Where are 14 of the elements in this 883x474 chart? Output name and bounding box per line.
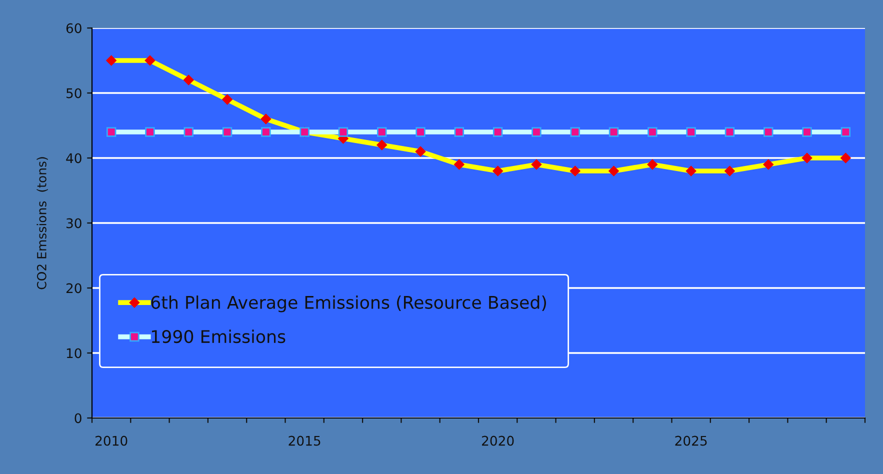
x-tick-label: 2025 [675,436,707,446]
y-tick-label: 0 [74,413,82,424]
legend-label: 6th Plan Average Emissions (Resource Based) [151,296,546,312]
y-tick-label: 30 [66,218,82,228]
y-axis-title: CO2 Emssions (tons) [36,157,48,290]
x-tick-label: 2015 [288,436,320,446]
x-tick-label: 2010 [96,436,128,446]
y-tick-label: 20 [66,283,82,294]
y-tick-label: 10 [66,348,82,358]
y-tick-label: 40 [66,153,82,164]
x-tick-label: 2020 [482,436,514,446]
y-tick-label: 50 [66,88,82,98]
y-tick-label: 60 [66,23,82,34]
legend-label: 1990 Emissions [152,330,286,344]
